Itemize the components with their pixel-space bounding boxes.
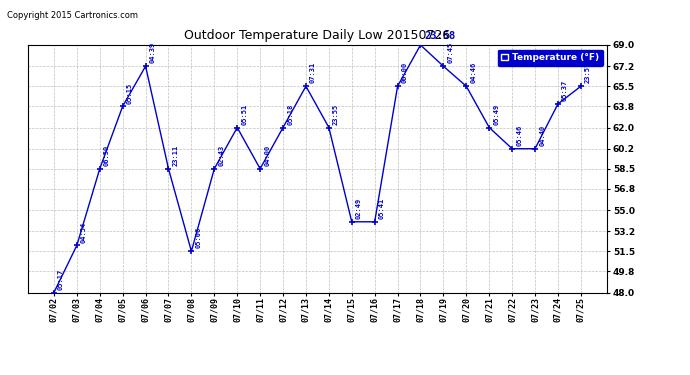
Text: 07:31: 07:31 — [310, 62, 316, 84]
Legend: Temperature (°F): Temperature (°F) — [497, 50, 602, 66]
Text: 05:51: 05:51 — [241, 104, 248, 125]
Text: 05:06: 05:06 — [195, 227, 201, 249]
Text: 04:46: 04:46 — [471, 62, 477, 84]
Text: 02:43: 02:43 — [219, 145, 224, 166]
Text: 23:11: 23:11 — [172, 145, 179, 166]
Text: 07:45: 07:45 — [448, 42, 453, 63]
Text: 06:50: 06:50 — [104, 145, 110, 166]
Text: 05:17: 05:17 — [58, 268, 64, 290]
Text: 04:39: 04:39 — [150, 42, 156, 63]
Text: 23:57: 23:57 — [585, 62, 591, 84]
Text: 05:41: 05:41 — [379, 198, 385, 219]
Title: Outdoor Temperature Daily Low 20150726: Outdoor Temperature Daily Low 20150726 — [184, 30, 451, 42]
Text: 23:58: 23:58 — [424, 32, 455, 42]
Text: 23:55: 23:55 — [333, 104, 339, 125]
Text: Copyright 2015 Cartronics.com: Copyright 2015 Cartronics.com — [7, 11, 138, 20]
Text: 04:00: 04:00 — [264, 145, 270, 166]
Text: 04:40: 04:40 — [539, 124, 545, 146]
Text: 02:49: 02:49 — [356, 198, 362, 219]
Text: 05:37: 05:37 — [562, 80, 568, 101]
Text: 05:49: 05:49 — [493, 104, 500, 125]
Text: 05:18: 05:18 — [287, 104, 293, 125]
Text: 05:46: 05:46 — [516, 124, 522, 146]
Text: 05:15: 05:15 — [127, 82, 133, 104]
Text: 04:54: 04:54 — [81, 221, 87, 243]
Text: 00:00: 00:00 — [402, 62, 408, 84]
